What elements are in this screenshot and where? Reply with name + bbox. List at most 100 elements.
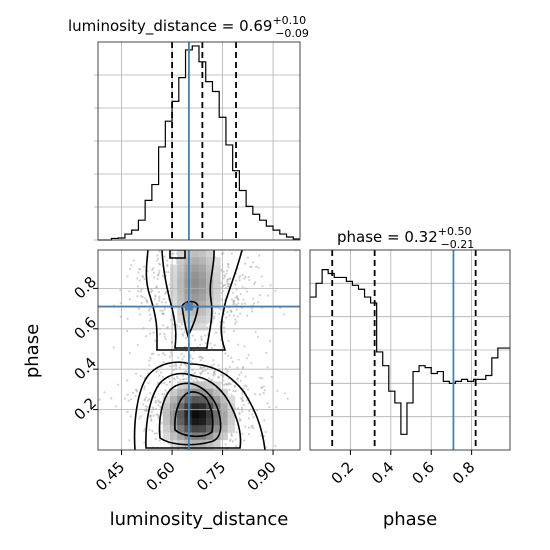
scatter-point [157, 416, 160, 419]
scatter-point [145, 299, 148, 302]
scatter-point [195, 377, 198, 380]
scatter-point [238, 276, 241, 279]
scatter-point [260, 275, 263, 278]
scatter-point [226, 285, 229, 288]
scatter-point [142, 429, 146, 432]
scatter-point [157, 400, 160, 403]
scatter-point [233, 302, 236, 305]
scatter-point [142, 275, 145, 279]
heatmap-cell [206, 396, 214, 404]
scatter-point [200, 335, 203, 338]
density-xtick-label: 0.90 [244, 458, 280, 494]
scatter-point [268, 339, 272, 343]
heatmap-cell [177, 315, 185, 324]
scatter-point [158, 374, 161, 377]
scatter-point [224, 443, 227, 446]
heatmap-cell [191, 439, 200, 448]
heatmap-cell [170, 396, 178, 404]
density-xlabel: luminosity_distance [110, 509, 289, 530]
scatter-point [155, 432, 159, 435]
scatter-point [274, 444, 277, 447]
scatter-point [157, 399, 160, 402]
heatmap-cell [170, 271, 178, 280]
scatter-point [243, 384, 246, 387]
scatter-point [191, 334, 194, 337]
scatter-point [247, 401, 250, 405]
density-heatmap-cells [162, 250, 236, 450]
scatter-point [236, 343, 240, 346]
scatter-point [153, 396, 157, 399]
scatter-point [139, 374, 143, 378]
heatmap-cell [227, 425, 236, 433]
scatter-point [225, 269, 229, 272]
scatter-point [164, 291, 167, 294]
scatter-point [158, 250, 161, 253]
scatter-point [143, 388, 146, 391]
scatter-point [240, 371, 243, 374]
scatter-point [241, 285, 244, 289]
scatter-point [226, 310, 229, 314]
scatter-point [66, 396, 68, 398]
scatter-point [156, 274, 160, 277]
scatter-point [146, 405, 149, 409]
scatter-point [172, 323, 175, 326]
scatter-point [175, 375, 179, 378]
scatter-point [139, 415, 143, 418]
scatter-point [241, 273, 244, 277]
heatmap-cell [177, 308, 185, 316]
scatter-point [230, 394, 233, 397]
scatter-point [153, 276, 156, 279]
scatter-point [134, 394, 137, 397]
scatter-point [227, 339, 230, 342]
scatter-point [144, 405, 147, 408]
heatmap-cell [227, 417, 236, 426]
scatter-point [255, 265, 258, 268]
panel-2d-density: 0.45 0.60 0.75 0.90 0.2 0.4 0.6 0.8 luminosity… [22, 249, 301, 530]
scatter-point [229, 382, 232, 386]
scatter-point [227, 283, 230, 286]
scatter-point [168, 381, 172, 384]
scatter-point [262, 392, 265, 395]
heatmap-cell [213, 286, 221, 295]
scatter-point [228, 365, 231, 369]
hist1-gridlines [94, 42, 300, 241]
scatter-point [235, 320, 238, 323]
heatmap-cell [177, 279, 185, 287]
scatter-point [244, 375, 247, 378]
scatter-point [251, 310, 254, 313]
scatter-point [227, 354, 230, 358]
scatter-point [266, 402, 269, 405]
scatter-point [148, 359, 151, 362]
density-ytick-label: 0.6 [70, 313, 100, 343]
scatter-point [154, 339, 157, 342]
scatter-point [142, 403, 145, 406]
scatter-point [156, 413, 159, 416]
scatter-point [154, 438, 157, 441]
scatter-point [222, 270, 225, 273]
scatter-point [156, 254, 159, 257]
scatter-point [241, 399, 244, 402]
scatter-point [207, 377, 211, 380]
scatter-point [246, 314, 249, 317]
hist3-xtick-label: 0.6 [408, 458, 438, 488]
scatter-point [159, 309, 162, 312]
scatter-point [139, 313, 142, 316]
scatter-point [209, 379, 213, 382]
heatmap-cell [198, 271, 207, 280]
scatter-point [135, 388, 138, 392]
scatter-point [215, 331, 218, 334]
scatter-point [189, 354, 192, 357]
heatmap-cell [198, 279, 207, 287]
heatmap-cell [198, 396, 207, 404]
scatter-point [155, 302, 159, 306]
scatter-point [172, 369, 175, 372]
heatmap-cell [206, 417, 214, 426]
scatter-point [228, 388, 231, 391]
scatter-point [238, 373, 241, 376]
scatter-point [199, 366, 202, 369]
scatter-point [241, 432, 244, 435]
hist3-title: phase = 0.32+0.50 −0.21 [337, 225, 474, 251]
scatter-point [214, 312, 217, 315]
scatter-point [181, 374, 185, 377]
scatter-point [141, 274, 144, 277]
